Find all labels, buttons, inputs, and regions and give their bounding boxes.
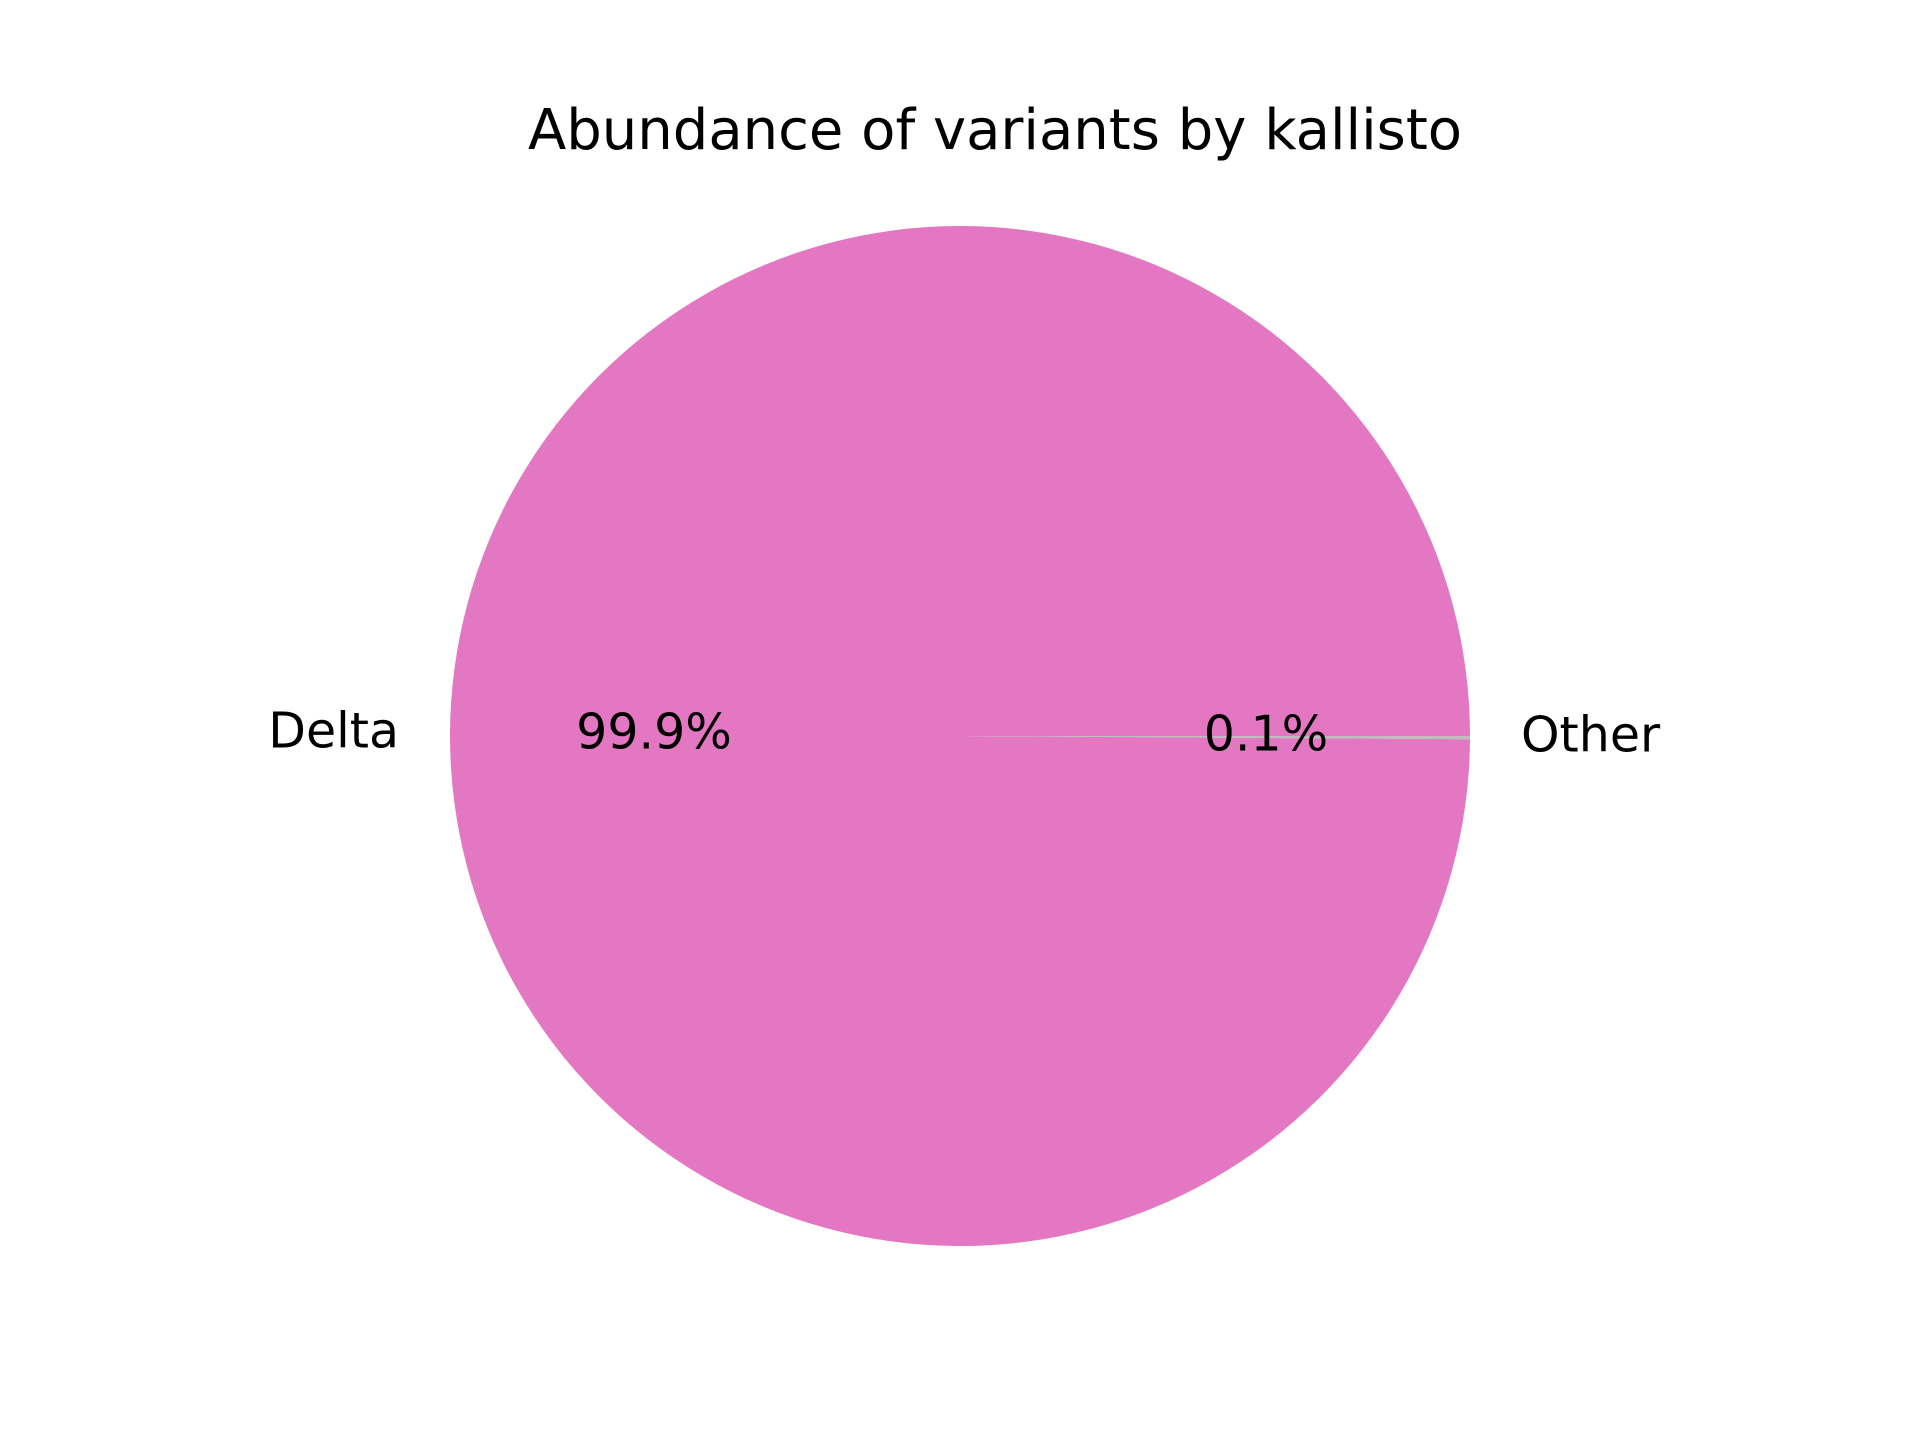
slice-pct-label-other: 0.1% xyxy=(1204,705,1329,762)
slice-label-other: Other xyxy=(1521,706,1661,763)
slice-pct-label-delta: 99.9% xyxy=(576,704,732,761)
pie-slices xyxy=(450,226,1471,1247)
pie-labels: Delta 99.9% Other 0.1% xyxy=(268,703,1661,764)
pie-slice-other xyxy=(960,736,1470,740)
chart-title: Abundance of variants by kallisto xyxy=(528,98,1462,163)
slice-label-delta: Delta xyxy=(268,703,399,760)
pie-slice-delta xyxy=(450,226,1471,1247)
